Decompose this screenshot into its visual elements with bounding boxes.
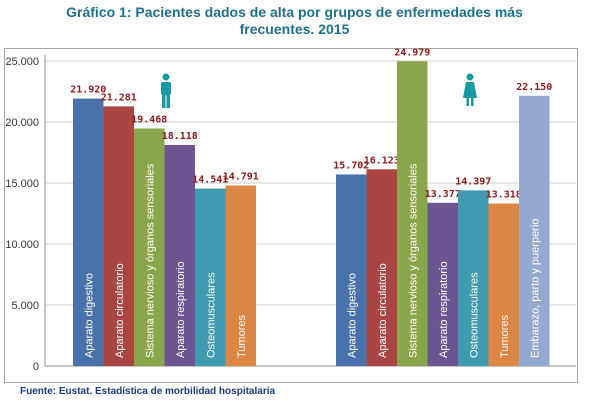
data-label: 18.118	[162, 131, 198, 142]
data-label: 16.123	[364, 155, 400, 166]
bar	[488, 203, 519, 366]
bar	[397, 61, 428, 367]
data-label: 14.397	[455, 176, 491, 187]
bar	[225, 185, 256, 366]
data-label: 15.702	[333, 160, 369, 171]
bar	[73, 98, 104, 367]
category-label: Embarazo, parto y puerperio	[529, 219, 541, 358]
data-label: 19.468	[131, 114, 167, 125]
category-label: Tumores	[236, 315, 248, 358]
category-label: Aparato respiratorio	[175, 261, 187, 358]
bar	[336, 174, 367, 366]
y-tick-label: 0	[33, 361, 39, 373]
data-label: 13.318	[486, 190, 522, 201]
woman-icon	[463, 73, 477, 106]
y-tick-label: 10.000	[5, 239, 39, 251]
chart-title: Gráfico 1: Pacientes dados de alta por g…	[0, 4, 589, 38]
bar	[195, 188, 226, 366]
category-label: Aparato respiratorio	[438, 261, 450, 358]
category-label: Aparato circulatorio	[114, 263, 126, 358]
bar	[458, 190, 489, 366]
category-label: Sistema nervioso y órganos sensoriales	[407, 163, 419, 358]
y-tick-label: 15.000	[5, 178, 39, 190]
category-label: Osteomusculares	[205, 272, 217, 358]
bar	[519, 95, 550, 367]
data-label: 21.281	[101, 92, 137, 103]
category-label: Osteomusculares	[468, 272, 480, 358]
data-label: 13.377	[425, 189, 461, 200]
category-label: Sistema nervioso y órganos sensoriales	[144, 163, 156, 358]
category-label: Aparato digestivo	[346, 273, 358, 358]
bar	[164, 144, 195, 366]
bar	[134, 128, 165, 366]
y-tick-label: 5.000	[11, 300, 39, 312]
chart-title-line-1: Gráfico 1: Pacientes dados de alta por g…	[66, 4, 523, 20]
data-label: 14.541	[192, 175, 228, 186]
y-tick-label: 25.000	[5, 56, 39, 68]
source-note: Fuente: Eustat. Estadística de morbilida…	[20, 386, 276, 397]
bar	[103, 106, 134, 367]
data-label: 22.150	[516, 82, 552, 93]
data-label: 14.791	[223, 172, 259, 183]
category-label: Aparato digestivo	[83, 273, 95, 358]
bar	[366, 169, 397, 366]
y-tick-label: 20.000	[5, 117, 39, 129]
chart-title-line-2: frecuentes. 2015	[239, 21, 350, 37]
category-label: Tumores	[499, 315, 511, 358]
bar	[427, 202, 458, 366]
data-label: 24.979	[394, 47, 430, 58]
man-icon	[161, 73, 171, 108]
category-label: Aparato circulatorio	[377, 263, 389, 358]
data-label: 21.920	[70, 85, 106, 96]
